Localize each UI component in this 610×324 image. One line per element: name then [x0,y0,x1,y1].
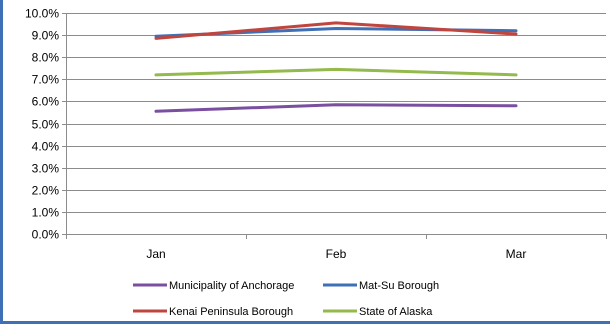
y-tick-label: 2.0% [32,184,60,198]
y-axis-tick-labels: 0.0% 1.0% 2.0% 3.0% 4.0% 5.0% 6.0% 7.0% 8.0% 9.0%… [25,7,59,242]
series-lines [154,21,518,113]
y-tick-label: 7.0% [32,73,60,87]
series-line-3 [154,67,518,77]
y-tick-label: 8.0% [32,51,60,65]
x-tick-label: Mar [506,247,527,261]
series-line-0 [154,103,518,113]
legend-label-1: Mat-Su Borough [359,280,439,292]
y-tick-label: 1.0% [32,206,60,220]
y-tick-label: 0.0% [32,228,60,242]
series-line-2 [154,21,518,40]
legend-label-3: State of Alaska [359,306,433,318]
legend-label-0: Municipality of Anchorage [169,280,294,292]
gridlines [66,13,606,213]
legend: Municipality of Anchorage Mat-Su Borough K… [133,280,439,318]
y-tick-label: 9.0% [32,29,60,43]
y-tick-label: 4.0% [32,140,60,154]
x-tick-label: Feb [326,247,347,261]
y-tick-label: 6.0% [32,95,60,109]
y-tick-label: 5.0% [32,118,60,132]
line-chart: 0.0% 1.0% 2.0% 3.0% 4.0% 5.0% 6.0% 7.0% 8.0% 9.0%… [25,7,607,318]
y-tick-label: 3.0% [32,162,60,176]
axes [62,13,607,239]
legend-label-2: Kenai Peninsula Borough [169,306,293,318]
x-tick-label: Jan [146,247,165,261]
x-axis-tick-labels: Jan Feb Mar [146,247,526,261]
y-tick-label: 10.0% [25,7,59,21]
